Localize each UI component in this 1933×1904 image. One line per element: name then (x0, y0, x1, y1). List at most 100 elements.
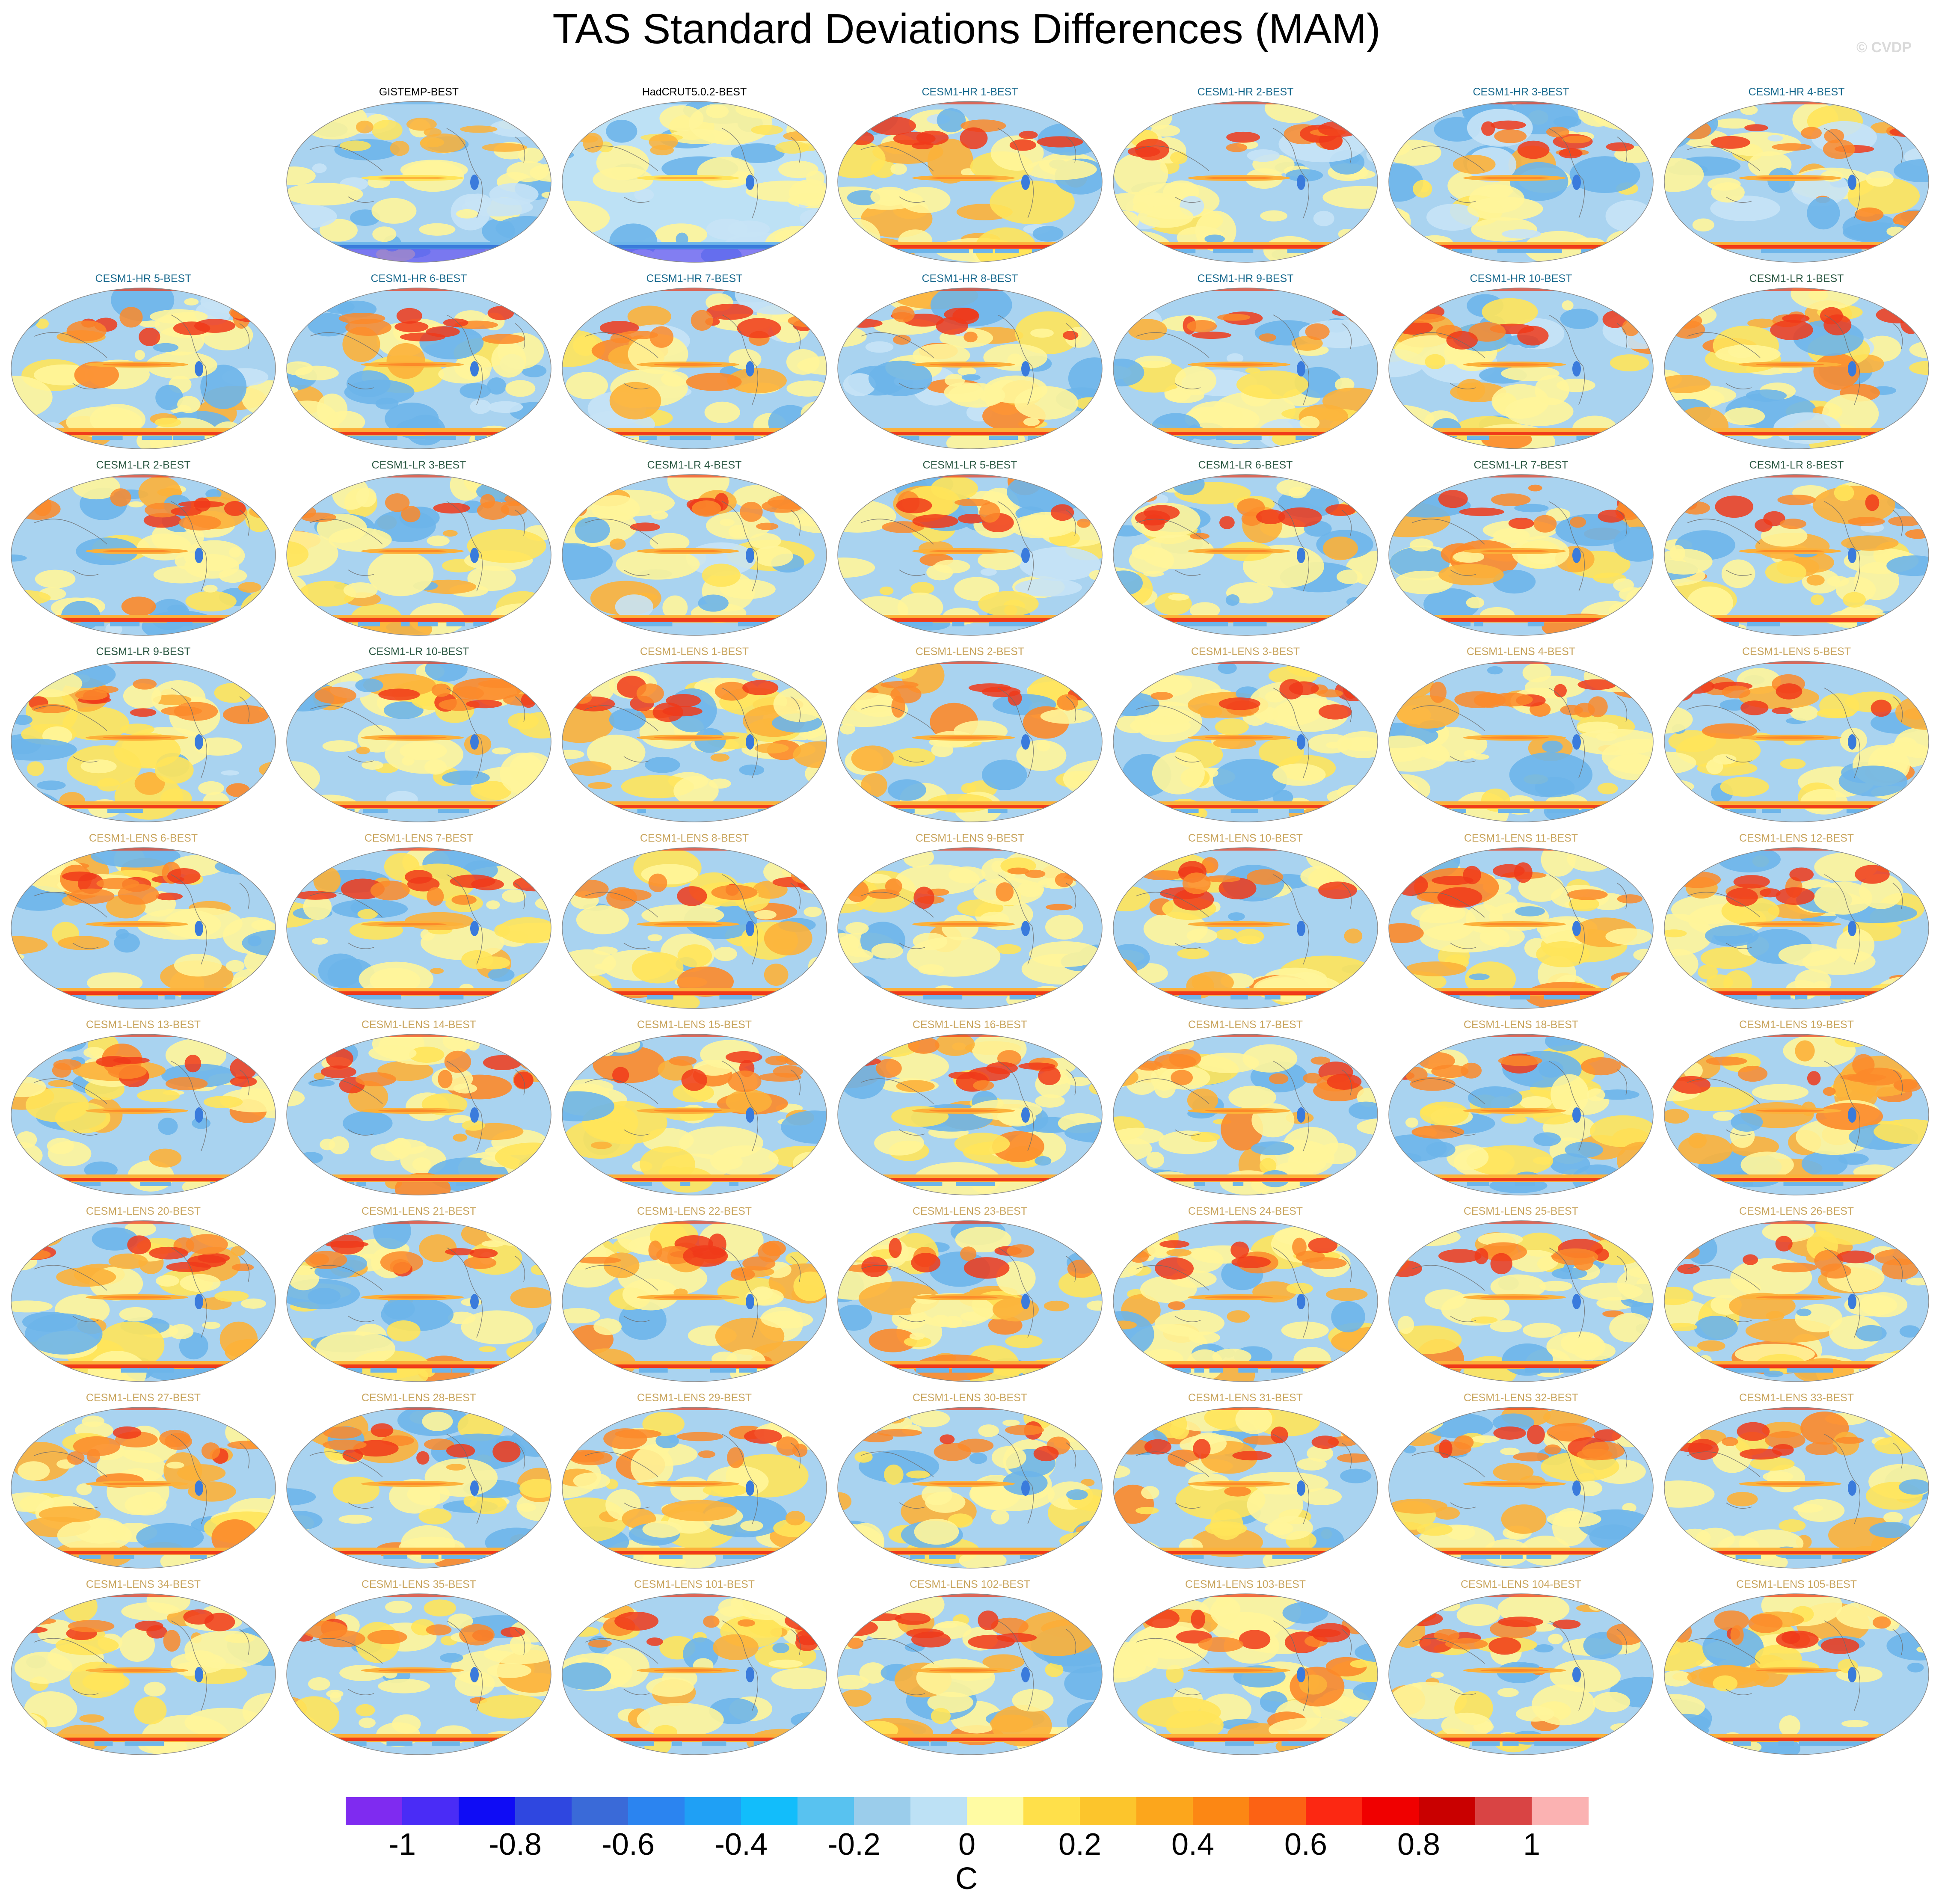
robinson-map (1113, 101, 1378, 263)
map-panel: CESM1-LENS 104-BEST (1386, 1578, 1656, 1758)
colorbar-tick-label: 0.8 (1397, 1827, 1441, 1862)
panel-title: CESM1-HR 5-BEST (95, 273, 192, 285)
robinson-map (1388, 474, 1654, 636)
colorbar-box (346, 1797, 403, 1825)
colorbar-box (854, 1797, 911, 1825)
robinson-map (11, 1220, 276, 1382)
panel-title: CESM1-LENS 2-BEST (915, 646, 1025, 658)
panel-title: CESM1-HR 7-BEST (646, 273, 743, 285)
map-panel: CESM1-LENS 105-BEST (1662, 1578, 1931, 1758)
colorbar-tick-label: -0.6 (601, 1827, 655, 1862)
panel-title: CESM1-LR 2-BEST (96, 459, 191, 471)
figure-title: TAS Standard Deviations Differences (MAM… (552, 5, 1381, 52)
robinson-map (837, 661, 1103, 822)
copyright-watermark: © CVDP (1856, 39, 1912, 56)
panel-title: CESM1-HR 3-BEST (1473, 86, 1569, 98)
colorbar-box (1136, 1797, 1193, 1825)
panel-title: CESM1-LENS 27-BEST (86, 1392, 201, 1404)
robinson-map (1388, 1034, 1654, 1195)
robinson-map (837, 1220, 1103, 1382)
robinson-map (1664, 847, 1929, 1009)
colorbar (346, 1797, 1589, 1825)
map-panel: CESM1-LR 6-BEST (1111, 459, 1380, 638)
robinson-map (562, 101, 827, 263)
colorbar-box (1419, 1797, 1476, 1825)
panel-title: CESM1-LR 5-BEST (922, 459, 1017, 471)
colorbar-box (685, 1797, 741, 1825)
colorbar-box (1362, 1797, 1419, 1825)
panel-title: CESM1-LENS 15-BEST (637, 1019, 752, 1031)
map-panel: CESM1-LENS 31-BEST (1111, 1391, 1380, 1571)
panel-title: CESM1-HR 4-BEST (1748, 86, 1845, 98)
robinson-map (562, 1593, 827, 1755)
map-panel: CESM1-LENS 6-BEST (9, 832, 278, 1011)
robinson-map (1664, 1034, 1929, 1195)
panel-title: CESM1-HR 8-BEST (922, 273, 1018, 285)
robinson-map (1388, 288, 1654, 449)
panel-title: CESM1-LENS 9-BEST (915, 832, 1025, 844)
panel-title: CESM1-LENS 24-BEST (1188, 1205, 1303, 1217)
map-panel: CESM1-HR 10-BEST (1386, 272, 1656, 452)
colorbar-box (572, 1797, 629, 1825)
map-panel: CESM1-LENS 16-BEST (835, 1018, 1105, 1198)
panel-title: CESM1-LENS 29-BEST (637, 1392, 752, 1404)
panel-title: CESM1-LR 9-BEST (96, 646, 191, 658)
colorbar-box (1193, 1797, 1250, 1825)
panel-title: CESM1-LENS 105-BEST (1736, 1578, 1857, 1590)
robinson-map (1664, 661, 1929, 822)
panel-title: CESM1-LENS 19-BEST (1739, 1019, 1854, 1031)
map-panel: CESM1-LR 9-BEST (9, 645, 278, 825)
panel-title: CESM1-LENS 5-BEST (1742, 646, 1851, 658)
robinson-map (837, 1034, 1103, 1195)
map-panel: CESM1-LENS 25-BEST (1386, 1205, 1656, 1385)
panel-title: CESM1-LENS 101-BEST (634, 1578, 755, 1590)
colorbar-box (402, 1797, 459, 1825)
robinson-map (11, 474, 276, 636)
panel-title: CESM1-HR 1-BEST (922, 86, 1018, 98)
map-panel: CESM1-HR 8-BEST (835, 272, 1105, 452)
map-panel: CESM1-LENS 10-BEST (1111, 832, 1380, 1011)
panel-title: CESM1-LENS 102-BEST (909, 1578, 1031, 1590)
colorbar-box (628, 1797, 685, 1825)
robinson-map (1388, 1407, 1654, 1569)
robinson-map (837, 474, 1103, 636)
panel-title: CESM1-LENS 18-BEST (1463, 1019, 1579, 1031)
robinson-map (562, 847, 827, 1009)
panel-title: CESM1-LENS 30-BEST (912, 1392, 1028, 1404)
map-panel: CESM1-LR 1-BEST (1662, 272, 1931, 452)
map-panel: CESM1-LENS 5-BEST (1662, 645, 1931, 825)
colorbar-box (910, 1797, 967, 1825)
robinson-map (1113, 288, 1378, 449)
colorbar-tick-label: 0 (958, 1827, 976, 1862)
robinson-map (286, 1220, 551, 1382)
map-panel: CESM1-LENS 3-BEST (1111, 645, 1380, 825)
robinson-map (562, 474, 827, 636)
map-panel: CESM1-LENS 102-BEST (835, 1578, 1105, 1758)
robinson-map (11, 1034, 276, 1195)
robinson-map (1388, 847, 1654, 1009)
panel-title: CESM1-LENS 11-BEST (1464, 832, 1578, 844)
map-panel: HadCRUT5.0.2-BEST (560, 86, 829, 265)
colorbar-box (967, 1797, 1024, 1825)
panel-title: CESM1-LENS 13-BEST (86, 1019, 201, 1031)
colorbar-tick-label: 0.2 (1058, 1827, 1102, 1862)
map-panel: CESM1-LR 7-BEST (1386, 459, 1656, 638)
map-panel: CESM1-HR 3-BEST (1386, 86, 1656, 265)
panel-title: CESM1-LENS 17-BEST (1188, 1019, 1303, 1031)
map-panel: CESM1-HR 9-BEST (1111, 272, 1380, 452)
map-panel: CESM1-LENS 27-BEST (9, 1391, 278, 1571)
map-panel: CESM1-LR 8-BEST (1662, 459, 1931, 638)
colorbar-tick-label: 1 (1523, 1827, 1541, 1862)
map-panel: CESM1-LENS 15-BEST (560, 1018, 829, 1198)
panel-title: CESM1-HR 9-BEST (1197, 273, 1294, 285)
map-panel: CESM1-LENS 22-BEST (560, 1205, 829, 1385)
colorbar-box (1249, 1797, 1306, 1825)
panel-title: CESM1-LENS 10-BEST (1188, 832, 1303, 844)
panel-title: CESM1-LENS 12-BEST (1739, 832, 1854, 844)
panel-title: CESM1-LENS 35-BEST (361, 1578, 477, 1590)
map-panel: CESM1-LENS 33-BEST (1662, 1391, 1931, 1571)
panel-title: CESM1-HR 6-BEST (371, 273, 467, 285)
panel-title: CESM1-LR 8-BEST (1749, 459, 1844, 471)
robinson-map (1664, 1407, 1929, 1569)
panel-title: CESM1-LENS 6-BEST (89, 832, 198, 844)
